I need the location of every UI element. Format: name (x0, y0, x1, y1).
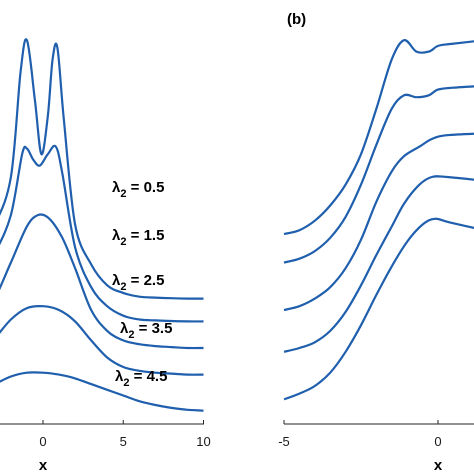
panel-a-tick-label: 10 (196, 434, 210, 449)
panel-b-series-4 (283, 175, 474, 353)
panel-b-ticks: -5 0 (278, 420, 442, 449)
panel-b-series-2 (283, 85, 474, 264)
panel-a-series-4 (0, 304, 204, 376)
panel-b-series-5 (283, 217, 474, 401)
panel-b-tick-label: -5 (278, 434, 290, 449)
panel-b-curves (283, 39, 474, 401)
panel-a-series-5 (0, 371, 204, 412)
lambda-annotation: λ2 = 0.5 (112, 179, 164, 200)
panel-b-xlabel: x (434, 457, 443, 474)
panel-b: -5 0 (b) x (278, 11, 474, 474)
panel-a-series-3 (0, 213, 204, 350)
panel-b-tick-label: 0 (434, 434, 441, 449)
panel-a-ticks: 0 5 10 (39, 420, 211, 449)
panel-a-tick-label: 0 (39, 434, 46, 449)
panel-b-label: (b) (287, 11, 306, 28)
lambda-annotation: λ2 = 4.5 (115, 368, 167, 389)
panel-a-xlabel: x (39, 457, 48, 474)
panel-a-series-2 (0, 144, 204, 323)
panel-a: 0 5 10 λ2 = 0.5λ2 = 1.5λ2 = 2.5λ2 = 3.5λ2 … (0, 38, 211, 474)
panel-b-series-1 (283, 39, 474, 236)
panel-b-series-3 (283, 132, 474, 312)
panel-a-tick-label: 5 (120, 434, 127, 449)
lambda-annotation: λ2 = 3.5 (120, 320, 172, 341)
lambda-annotation: λ2 = 2.5 (112, 272, 164, 293)
lambda-annotation: λ2 = 1.5 (112, 227, 164, 248)
panel-a-series-1 (0, 38, 204, 300)
panel-a-annotations: λ2 = 0.5 λ2 = 1.5 λ2 = 2.5 λ2 = 3.5 λ2 = 4.5 (112, 179, 172, 389)
panel-a-curves (0, 38, 204, 412)
